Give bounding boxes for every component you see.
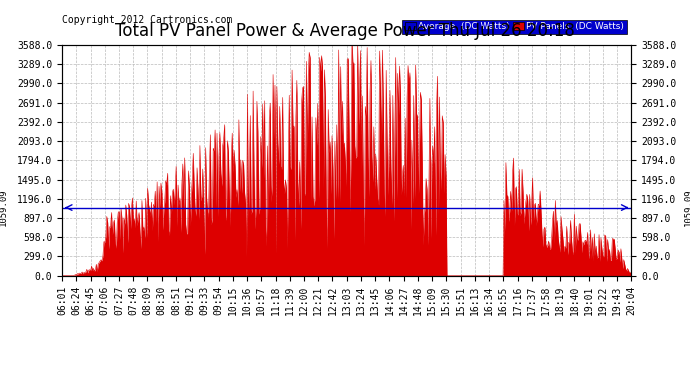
Legend: Average  (DC Watts), PV Panels  (DC Watts): Average (DC Watts), PV Panels (DC Watts) (402, 20, 627, 34)
Text: Copyright 2012 Cartronics.com: Copyright 2012 Cartronics.com (62, 15, 233, 25)
Text: Total PV Panel Power & Average Power Thu Jul 26 20:18: Total PV Panel Power & Average Power Thu… (115, 22, 575, 40)
Text: 1059.09: 1059.09 (683, 189, 690, 226)
Text: 1059.09: 1059.09 (0, 189, 8, 226)
